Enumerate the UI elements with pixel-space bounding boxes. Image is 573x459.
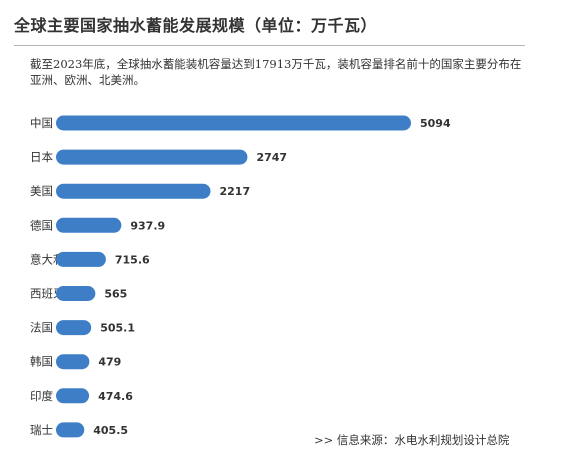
value-label: 505.1 [100,322,135,335]
bar [56,115,411,131]
bar [56,286,96,301]
category-label: 韩国 [30,355,53,369]
value-label: 715.6 [115,253,150,266]
value-label: 474.6 [98,390,133,403]
category-label: 中国 [30,116,53,130]
category-label: 瑞士 [30,423,53,437]
category-label: 德国 [30,218,53,232]
category-label: 意大利 [30,252,65,266]
bar [56,251,106,267]
category-label: 美国 [30,184,53,198]
bar [56,320,92,336]
value-label: 565 [104,288,127,301]
value-label: 405.5 [93,424,128,437]
bar [56,388,90,404]
bar [56,422,85,438]
bar [56,354,90,370]
bar [56,217,122,233]
title-divider [14,45,525,46]
category-label: 西班牙 [30,287,65,301]
category-label: 法国 [30,321,53,335]
chart-title: 全球主要国家抽水蓄能发展规模（单位：万千瓦） [14,16,378,35]
value-label: 5094 [420,117,451,130]
value-label: 2217 [220,185,251,198]
value-label: 2747 [256,151,287,164]
chart-description: 截至2023年底，全球抽水蓄能装机容量达到17913万千瓦，装机容量排名前十的国… [30,57,522,87]
category-label: 印度 [30,389,53,403]
bar [56,183,211,199]
bar [56,149,248,165]
category-label: 日本 [30,150,53,164]
value-label: 937.9 [130,219,165,232]
source-note: >> 信息来源：水电水利规划设计总院 [314,433,510,447]
value-label: 479 [98,356,121,369]
